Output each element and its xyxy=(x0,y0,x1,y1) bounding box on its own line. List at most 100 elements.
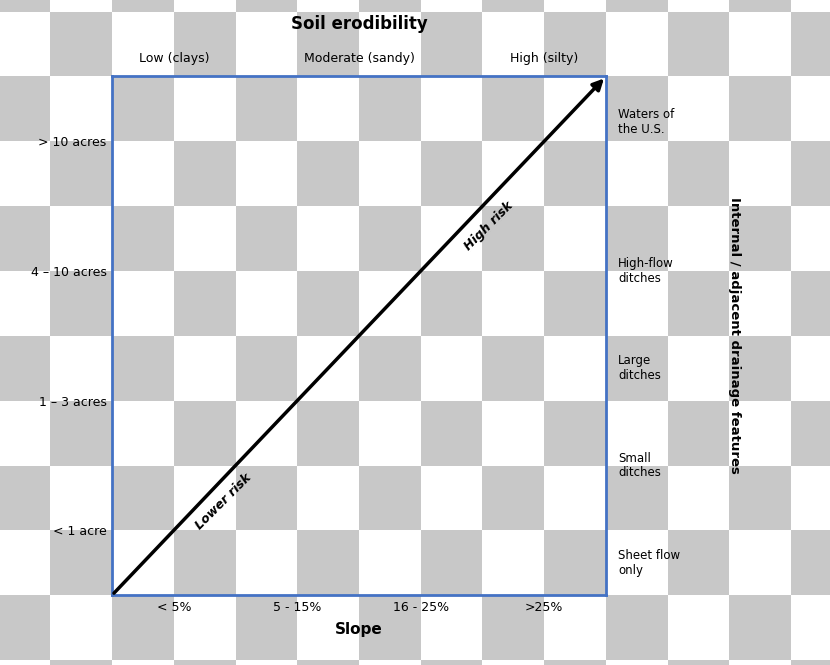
Bar xyxy=(112,141,173,206)
Bar xyxy=(51,76,112,141)
Bar xyxy=(544,76,606,141)
Bar xyxy=(112,465,173,531)
Bar xyxy=(173,271,236,336)
Bar xyxy=(173,465,236,531)
Bar xyxy=(51,595,112,660)
Bar xyxy=(667,400,730,466)
Bar xyxy=(236,141,297,206)
Bar xyxy=(482,206,544,271)
Bar xyxy=(606,0,667,11)
Bar xyxy=(236,336,297,400)
Text: Large
ditches: Large ditches xyxy=(618,354,662,382)
Bar xyxy=(297,595,359,660)
Bar xyxy=(791,76,830,141)
Bar xyxy=(667,336,730,400)
Bar xyxy=(791,595,830,660)
Bar xyxy=(359,11,421,76)
Bar xyxy=(482,531,544,595)
Bar xyxy=(482,141,544,206)
Bar xyxy=(606,465,667,531)
Bar xyxy=(482,0,544,11)
Bar xyxy=(421,336,482,400)
Bar xyxy=(421,0,482,11)
Bar xyxy=(667,271,730,336)
Bar xyxy=(297,400,359,466)
Text: Internal / adjacent drainage features: Internal / adjacent drainage features xyxy=(728,198,741,474)
Bar xyxy=(482,336,544,400)
Bar xyxy=(791,271,830,336)
Bar xyxy=(730,141,791,206)
Bar xyxy=(544,465,606,531)
Bar xyxy=(112,271,173,336)
Text: High risk: High risk xyxy=(461,199,515,253)
Bar xyxy=(0,595,51,660)
Bar xyxy=(544,336,606,400)
Bar xyxy=(606,0,667,11)
Bar xyxy=(297,271,359,336)
Bar xyxy=(359,400,421,466)
Bar xyxy=(112,206,173,271)
Bar xyxy=(730,465,791,531)
Bar xyxy=(544,595,606,660)
Bar xyxy=(51,11,112,76)
Bar xyxy=(359,0,421,11)
Bar xyxy=(236,531,297,595)
Bar xyxy=(359,0,421,11)
Bar xyxy=(0,660,51,665)
Bar xyxy=(236,271,297,336)
Bar xyxy=(421,141,482,206)
Bar xyxy=(667,0,730,11)
Bar xyxy=(544,141,606,206)
Bar xyxy=(112,11,173,76)
Text: Low (clays): Low (clays) xyxy=(139,51,209,65)
Bar xyxy=(606,400,667,466)
Bar xyxy=(606,336,667,400)
Bar xyxy=(173,400,236,466)
Bar xyxy=(667,0,730,11)
Bar xyxy=(0,531,51,595)
Bar xyxy=(359,11,421,76)
Bar xyxy=(173,336,236,400)
Bar xyxy=(236,465,297,531)
Bar xyxy=(544,0,606,11)
Bar xyxy=(112,400,173,466)
Bar xyxy=(606,141,667,206)
Bar xyxy=(236,141,297,206)
Bar xyxy=(112,141,173,206)
Bar xyxy=(297,271,359,336)
Bar xyxy=(606,336,667,400)
Bar xyxy=(730,531,791,595)
Bar xyxy=(606,400,667,466)
Bar xyxy=(51,271,112,336)
Bar xyxy=(0,465,51,531)
Bar xyxy=(359,336,421,400)
Bar xyxy=(421,465,482,531)
Bar xyxy=(482,76,544,141)
Bar xyxy=(297,11,359,76)
Bar xyxy=(359,76,421,141)
Bar xyxy=(667,76,730,141)
Bar xyxy=(791,660,830,665)
Bar xyxy=(297,465,359,531)
Bar xyxy=(359,206,421,271)
Bar xyxy=(482,11,544,76)
Bar xyxy=(606,206,667,271)
Bar xyxy=(297,141,359,206)
Bar xyxy=(173,531,236,595)
Bar xyxy=(173,11,236,76)
Bar xyxy=(544,400,606,466)
Bar xyxy=(482,271,544,336)
Bar xyxy=(421,400,482,466)
Bar xyxy=(791,206,830,271)
Text: Lower risk: Lower risk xyxy=(193,471,254,533)
Bar xyxy=(544,206,606,271)
Bar xyxy=(667,141,730,206)
Bar xyxy=(791,336,830,400)
Bar xyxy=(606,76,667,141)
Bar xyxy=(236,11,297,76)
Bar xyxy=(482,0,544,11)
Bar xyxy=(297,141,359,206)
Bar xyxy=(606,141,667,206)
Bar xyxy=(297,76,359,141)
Bar xyxy=(730,595,791,660)
